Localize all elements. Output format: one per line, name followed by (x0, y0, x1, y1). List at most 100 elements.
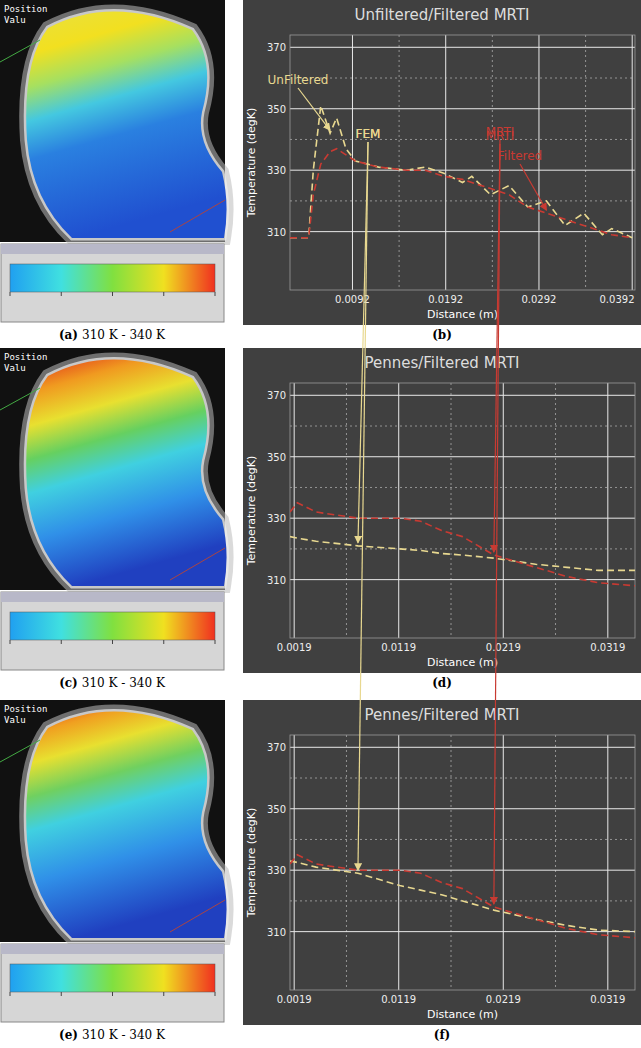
grid-line (290, 108, 635, 109)
x-tick-label: 0.0219 (486, 642, 521, 653)
minor-grid (451, 735, 452, 990)
y-tick-label: 370 (267, 390, 286, 401)
colorbar-tick (61, 640, 62, 644)
x-tick-label: 0.0319 (590, 994, 625, 1005)
series-group (290, 106, 632, 238)
y-tick-label: 370 (267, 742, 286, 753)
mri-image: PositionValu (0, 348, 227, 670)
x-tick-label: 0.0119 (381, 994, 416, 1005)
minor-grid (492, 35, 493, 290)
tissue-edge (26, 711, 226, 938)
grid-line (290, 870, 635, 871)
window-titlebar (1, 944, 224, 954)
colorbar-tick (163, 992, 164, 996)
series-group (290, 503, 635, 586)
grid-line (290, 808, 635, 809)
x-tick-label: 0.0119 (381, 642, 416, 653)
grid-line (290, 170, 635, 171)
grid-line (607, 735, 608, 990)
colorbar (10, 612, 215, 640)
minor-grid (585, 35, 586, 290)
annotation-arrow (358, 142, 368, 870)
chart: 3103303503700.00190.01190.02190.0319Penn… (243, 127, 641, 1025)
colorbar-tick (215, 992, 216, 996)
grid-line (607, 383, 608, 638)
caption-label: (c) (59, 676, 78, 690)
caption: (d) (432, 676, 452, 690)
x-tick-label: 0.0319 (590, 642, 625, 653)
annotation: FEM (356, 127, 381, 141)
minor-grid (399, 35, 400, 290)
overlay-text: Valu (4, 363, 26, 373)
tissue-edge (26, 359, 226, 586)
colorbar-tick (61, 292, 62, 296)
overlay-text: Position (4, 4, 47, 14)
annotation-arrow (494, 144, 500, 904)
colorbar-tick (61, 992, 62, 996)
guide-line (0, 740, 40, 762)
series-group (290, 855, 635, 938)
plot-frame (290, 383, 635, 638)
caption: (c) 310 K - 340 K (59, 676, 166, 690)
colorbar-tick (163, 292, 164, 296)
x-tick-label: 0.0019 (277, 642, 312, 653)
y-tick-label: 310 (267, 927, 286, 938)
minor-grid (290, 548, 635, 549)
overlay-text: Valu (4, 15, 26, 25)
minor-grid (290, 139, 635, 140)
colorbar (10, 264, 215, 292)
mri-image: PositionValu (0, 700, 227, 1022)
caption-label: (b) (432, 328, 452, 342)
tissue-edge (26, 11, 226, 238)
x-tick-label: 0.0292 (521, 294, 556, 305)
minor-grid (451, 383, 452, 638)
colorbar-tick (163, 640, 164, 644)
annotation: UnFiltered (268, 73, 329, 87)
temperature-map (26, 11, 226, 238)
overlay-text: Position (4, 704, 47, 714)
grid-line (503, 735, 504, 990)
series-line (290, 855, 635, 938)
guide-line (0, 388, 40, 410)
chart: 3103303503700.00190.01190.02190.0319Penn… (243, 125, 641, 673)
colorbar-window (1, 592, 224, 670)
grid-line (632, 35, 633, 290)
colorbar-tick (112, 640, 113, 644)
minor-grid (290, 200, 635, 201)
grid-line (290, 456, 635, 457)
x-tick-label: 0.0019 (277, 994, 312, 1005)
caption-label: (f) (434, 1028, 451, 1042)
guide-line (170, 548, 225, 580)
annotation: FEM (356, 127, 381, 141)
caption: (a) 310 K - 340 K (59, 328, 166, 342)
tissue-edge (26, 711, 226, 938)
grid-line (290, 395, 635, 396)
y-tick-label: 330 (267, 165, 286, 176)
caption-label: (a) (59, 328, 78, 342)
minor-grid (290, 487, 635, 488)
y-axis-label: Temperature (degK) (245, 108, 258, 219)
y-axis-label: Temperature (degK) (245, 808, 258, 919)
guide-line (0, 40, 40, 62)
overlay-text: Position (4, 352, 47, 362)
colorbar-tick (112, 292, 113, 296)
overlay-text: Valu (4, 715, 26, 725)
caption-text: 310 K - 340 K (82, 328, 166, 342)
annotation: MRTI (486, 129, 515, 143)
grid-line (290, 47, 635, 48)
caption-text: 310 K - 340 K (82, 676, 166, 690)
window-titlebar (1, 244, 224, 254)
colorbar (10, 964, 215, 992)
minor-grid (346, 383, 347, 638)
grid-line (352, 35, 353, 290)
colorbar-tick (10, 640, 11, 644)
series-line (290, 537, 635, 571)
chart-background (243, 700, 641, 1025)
minor-grid (290, 778, 635, 779)
temperature-map (26, 711, 226, 938)
plot-frame (290, 35, 635, 290)
minor-grid (555, 735, 556, 990)
series-line (290, 861, 635, 932)
figure: PositionValu(a)310 K - 340 K(b)PositionV… (0, 0, 641, 1048)
y-tick-label: 330 (267, 513, 286, 524)
